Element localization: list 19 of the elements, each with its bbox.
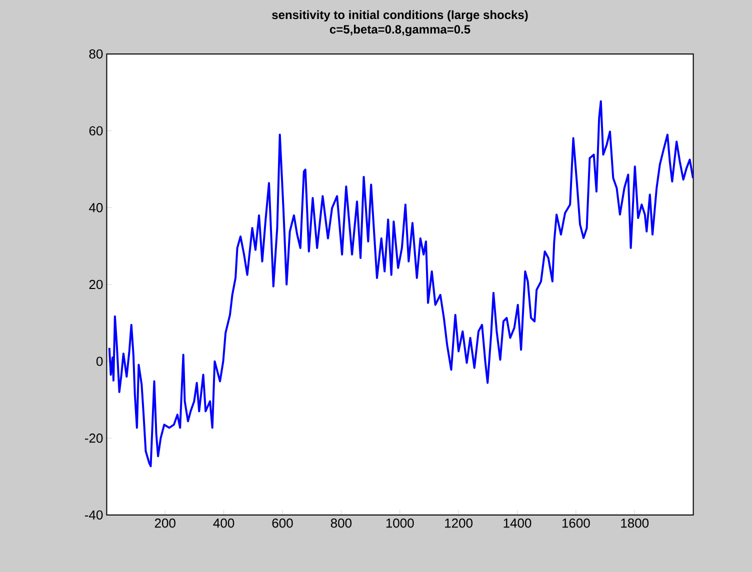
y-tick-label: 60 bbox=[89, 126, 103, 136]
x-tick-label: 600 bbox=[272, 518, 293, 528]
y-tick-label: 0 bbox=[96, 356, 103, 366]
y-tick-label: -20 bbox=[84, 434, 103, 443]
chart-title: sensitivity to initial conditions (large shocks) bbox=[272, 10, 528, 22]
x-tick-label: 1400 bbox=[504, 518, 532, 528]
x-tick-label: 1600 bbox=[562, 518, 590, 528]
x-tick-label: 1000 bbox=[386, 518, 414, 528]
y-tick-label: 40 bbox=[89, 203, 103, 212]
chart-subtitle: c=5,beta=0.8,gamma=0.5 bbox=[330, 24, 470, 36]
x-tick-label: 800 bbox=[330, 518, 352, 528]
x-tick-label: 200 bbox=[154, 518, 176, 528]
y-tick-label: 80 bbox=[89, 49, 103, 59]
y-tick-label: -40 bbox=[84, 510, 103, 520]
x-tick-label: 400 bbox=[213, 518, 234, 528]
line-series bbox=[108, 100, 694, 468]
y-tick-label: 20 bbox=[89, 280, 103, 290]
x-tick-label: 1200 bbox=[445, 518, 472, 528]
x-tick-label: 1800 bbox=[621, 518, 649, 528]
